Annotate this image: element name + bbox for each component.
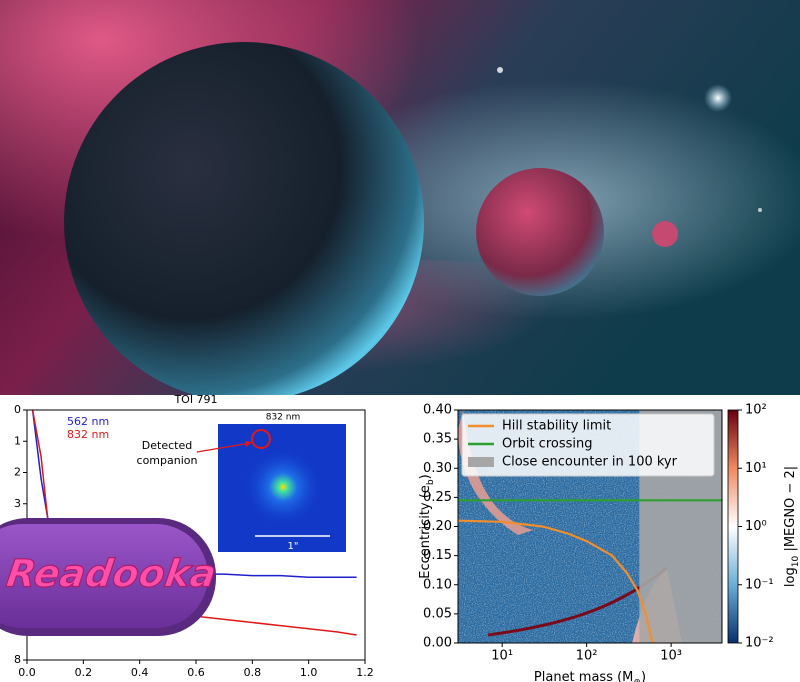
companion-marker: [251, 429, 271, 449]
colorbar-tick-label: 10⁻²: [745, 636, 774, 651]
colorbar-tick-label: 10²: [745, 403, 767, 418]
annotation: Detected: [142, 439, 192, 452]
y-tick-label: 0.05: [423, 606, 452, 621]
x-tick-label: 0.2: [75, 666, 93, 679]
legend-label: Orbit crossing: [502, 437, 592, 452]
legend-box: [461, 413, 715, 477]
y-tick-label: 3: [14, 497, 21, 510]
x-tick-label: 1.2: [356, 666, 374, 679]
legend-label: Close encounter in 100 kyr: [502, 455, 678, 470]
colorbar: [727, 409, 739, 644]
x-axis-label-part: ⊕: [633, 678, 641, 682]
x-tick-label: 0.4: [131, 666, 149, 679]
y-tick-label: 0.35: [423, 432, 452, 447]
y-tick-label: 0.00: [423, 636, 452, 651]
colorbar-tick-label: 10⁻¹: [745, 577, 774, 592]
x-tick-label: 10²: [576, 649, 598, 664]
colorbar-tick-label: 10⁰: [745, 519, 767, 534]
y-tick-label: 1: [14, 434, 21, 447]
y-tick-label: 0.15: [423, 548, 452, 563]
y-tick-label: 0.30: [423, 461, 452, 476]
inset-label: 832 nm: [266, 413, 301, 423]
x-axis-label-part: ): [641, 670, 646, 682]
colorbar-label: log10 |MEGNO − 2|: [783, 466, 800, 587]
y-axis-label-part: Eccentricity (e: [418, 485, 433, 579]
y-tick-label: 0.25: [423, 490, 452, 505]
x-tick-label: 0.6: [187, 666, 205, 679]
chart-title: TOI 791: [173, 393, 217, 406]
annotation-arrowhead: [245, 441, 252, 447]
y-tick-label: 0: [14, 403, 21, 416]
y-axis-label: Eccentricity (eb): [418, 474, 436, 578]
x-axis-label-part: Planet mass (M: [534, 670, 633, 682]
colorbar-label-part: log: [783, 567, 798, 587]
inset-glow: [243, 447, 323, 527]
x-tick-label: 1.0: [300, 666, 318, 679]
logo: Readooka: [0, 518, 219, 636]
x-tick-label: 0.8: [244, 666, 262, 679]
scale-label: 1": [288, 541, 299, 552]
y-tick-label: 0.20: [423, 519, 452, 534]
y-tick-label: 8: [14, 653, 21, 666]
annotation-arrow: [196, 442, 251, 453]
x-tick-label: 0.0: [18, 666, 36, 679]
x-tick-label: 10³: [660, 649, 682, 664]
legend-label: 562 nm: [67, 415, 109, 428]
y-tick-label: 0.40: [423, 403, 452, 418]
y-axis-label-part: ): [418, 474, 433, 479]
legend-label: 832 nm: [67, 428, 109, 441]
x-tick-label: 10¹: [491, 649, 513, 664]
legend-label: Hill stability limit: [502, 419, 611, 434]
logo-text: Readooka: [4, 553, 219, 597]
colorbar-label-part: 10: [791, 555, 800, 567]
series-line: [458, 519, 654, 643]
x-axis-label: Planet mass (M⊕): [534, 670, 646, 682]
colorbar-tick-label: 10¹: [745, 461, 767, 476]
y-tick-label: 0.10: [423, 577, 452, 592]
colorbar-label-part: |MEGNO − 2|: [783, 466, 798, 556]
space-illustration: [0, 0, 800, 402]
y-axis-label-part: b: [426, 479, 436, 485]
legend-swatch: [468, 457, 494, 467]
annotation: companion: [137, 454, 198, 467]
y-tick-label: 2: [14, 466, 21, 479]
